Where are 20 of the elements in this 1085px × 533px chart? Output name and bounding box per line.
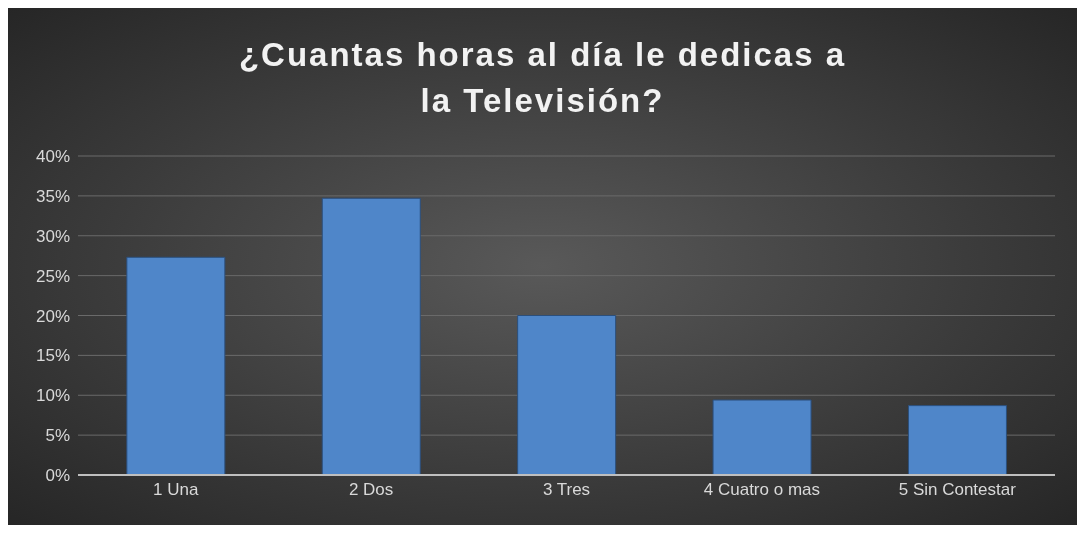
y-tick-label: 40% xyxy=(35,147,70,167)
y-tick-label: 25% xyxy=(35,266,70,286)
y-tick-label: 10% xyxy=(35,386,70,406)
bar xyxy=(126,256,226,475)
x-tick-label: 2 Dos xyxy=(348,480,394,500)
y-tick-label: 5% xyxy=(45,426,70,446)
y-tick-label: 0% xyxy=(45,466,70,486)
x-tick-label: 5 Sin Contestar xyxy=(898,480,1017,500)
x-tick-label: 1 Una xyxy=(153,480,199,500)
bar xyxy=(907,405,1007,475)
bar xyxy=(712,399,812,475)
x-tick-label: 4 Cuatro o mas xyxy=(703,480,821,500)
y-tick-label: 15% xyxy=(35,346,70,366)
bar xyxy=(321,197,421,475)
chart-title: ¿Cuantas horas al día le dedicas a la Televisión? xyxy=(237,35,848,121)
bar xyxy=(517,315,617,475)
y-tick-label: 20% xyxy=(35,306,70,326)
x-tick-label: 3 Tres xyxy=(542,480,591,500)
y-tick-label: 30% xyxy=(35,226,70,246)
y-tick-label: 35% xyxy=(35,186,70,206)
